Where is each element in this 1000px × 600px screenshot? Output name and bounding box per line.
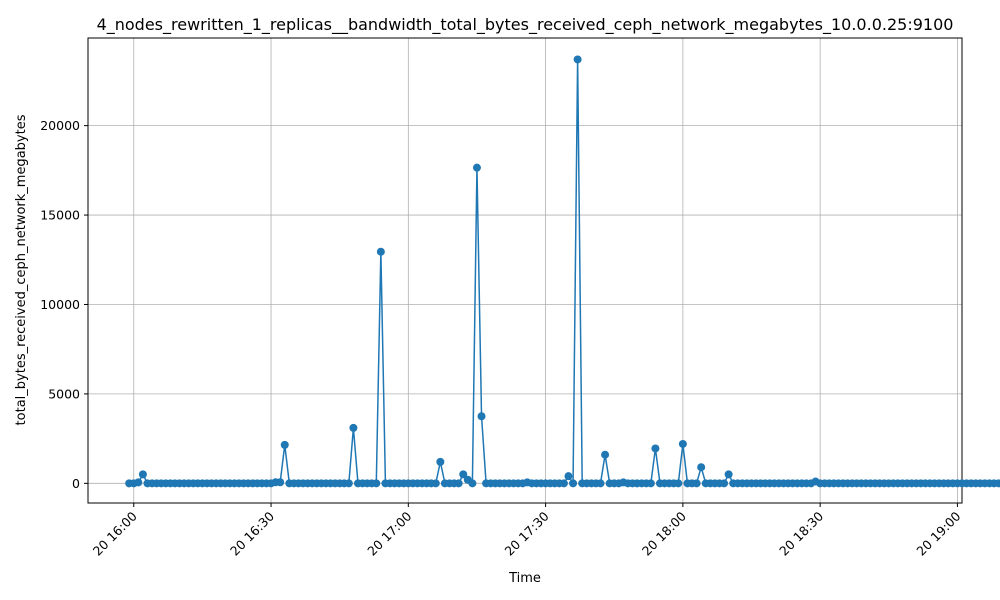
data-point <box>459 470 468 479</box>
data-point <box>573 55 582 64</box>
data-point <box>994 479 1000 488</box>
y-tick-label: 20000 <box>40 118 80 133</box>
x-axis-ticks: 20 16:00 20 16:30 20 17:00 20 17:30 20 18:00… <box>90 503 964 559</box>
y-axis-ticks: 0 5000 10000 15000 20000 <box>40 118 88 491</box>
x-tick-label: 20 17:30 <box>502 508 552 558</box>
series-line <box>129 59 1000 486</box>
data-points <box>125 55 1000 488</box>
data-point <box>559 479 568 488</box>
x-tick-label: 20 18:30 <box>776 508 826 558</box>
y-axis-label: total_bytes_received_ceph_network_megaby… <box>14 114 29 425</box>
data-point <box>431 479 440 488</box>
data-point <box>376 247 385 256</box>
data-point <box>276 478 285 487</box>
y-tick-label: 15000 <box>40 208 80 223</box>
data-point <box>601 450 610 459</box>
x-tick-label: 20 16:00 <box>90 508 140 558</box>
x-tick-label: 20 17:00 <box>364 508 414 558</box>
grid-lines <box>88 38 962 503</box>
y-tick-label: 5000 <box>48 386 80 401</box>
data-point <box>436 457 445 466</box>
chart-title: 4_nodes_rewritten_1_replicas__bandwidth_… <box>97 15 954 35</box>
plot-area-frame <box>87 37 963 504</box>
data-point <box>692 479 701 488</box>
data-point <box>372 479 381 488</box>
data-point <box>596 479 605 488</box>
y-tick-label: 10000 <box>40 297 80 312</box>
data-point <box>674 479 683 488</box>
data-point <box>454 479 463 488</box>
data-point <box>646 479 655 488</box>
x-axis-label: Time <box>508 571 541 586</box>
data-point <box>468 479 477 488</box>
x-tick-label: 20 19:00 <box>913 508 963 558</box>
data-point <box>651 444 660 453</box>
data-point <box>344 479 353 488</box>
data-point <box>138 470 147 479</box>
data-point <box>564 472 573 481</box>
data-point <box>720 479 729 488</box>
data-point <box>349 423 358 432</box>
x-tick-label: 20 18:00 <box>639 508 689 558</box>
data-point <box>724 470 733 479</box>
data-point <box>678 439 687 448</box>
data-point <box>134 478 143 487</box>
y-tick-label: 0 <box>72 476 80 491</box>
data-point <box>477 412 486 421</box>
data-point <box>472 163 481 172</box>
data-point <box>697 463 706 472</box>
data-point <box>569 479 578 488</box>
x-tick-label: 20 16:30 <box>227 508 277 558</box>
data-point <box>280 440 289 449</box>
